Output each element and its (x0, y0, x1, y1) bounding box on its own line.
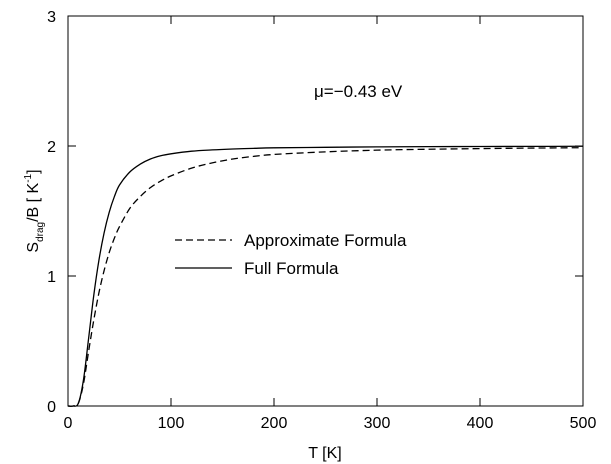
x-tick-label: 300 (364, 415, 391, 432)
x-tick-label: 0 (64, 415, 73, 432)
series-group (67, 145, 584, 407)
x-tick-label: 400 (467, 415, 494, 432)
y-tick-label: 3 (47, 9, 56, 26)
y-label-sup: -1 (23, 173, 34, 182)
y-axis-label: Sdrag/B [ K-1] (23, 169, 46, 252)
annotation-mu: μ=−0.43 eV (314, 82, 403, 101)
series-line-approximate-formula (67, 147, 584, 407)
y-tick-label: 1 (47, 269, 56, 286)
legend-label-full-formula: Full Formula (244, 259, 339, 278)
y-label-main: S (25, 242, 42, 253)
legend: Approximate Formula Full Formula (175, 231, 407, 278)
y-label-mid: /B [ K (25, 182, 42, 221)
y-label-end: ] (25, 169, 42, 173)
x-tick-label: 200 (261, 415, 288, 432)
plot-frame (67, 15, 584, 407)
x-axis-label: T [K] (308, 445, 342, 462)
y-tick-label: 0 (47, 399, 56, 416)
x-tick-label: 100 (158, 415, 185, 432)
y-tick-label: 2 (47, 139, 56, 156)
tick-group: 0 100 200 300 400 500 0 1 2 3 (47, 9, 596, 432)
series-line-full-formula (67, 145, 584, 407)
y-label-sub: drag (35, 222, 46, 242)
x-tick-label: 500 (570, 415, 597, 432)
legend-label-approximate-formula: Approximate Formula (244, 231, 407, 250)
